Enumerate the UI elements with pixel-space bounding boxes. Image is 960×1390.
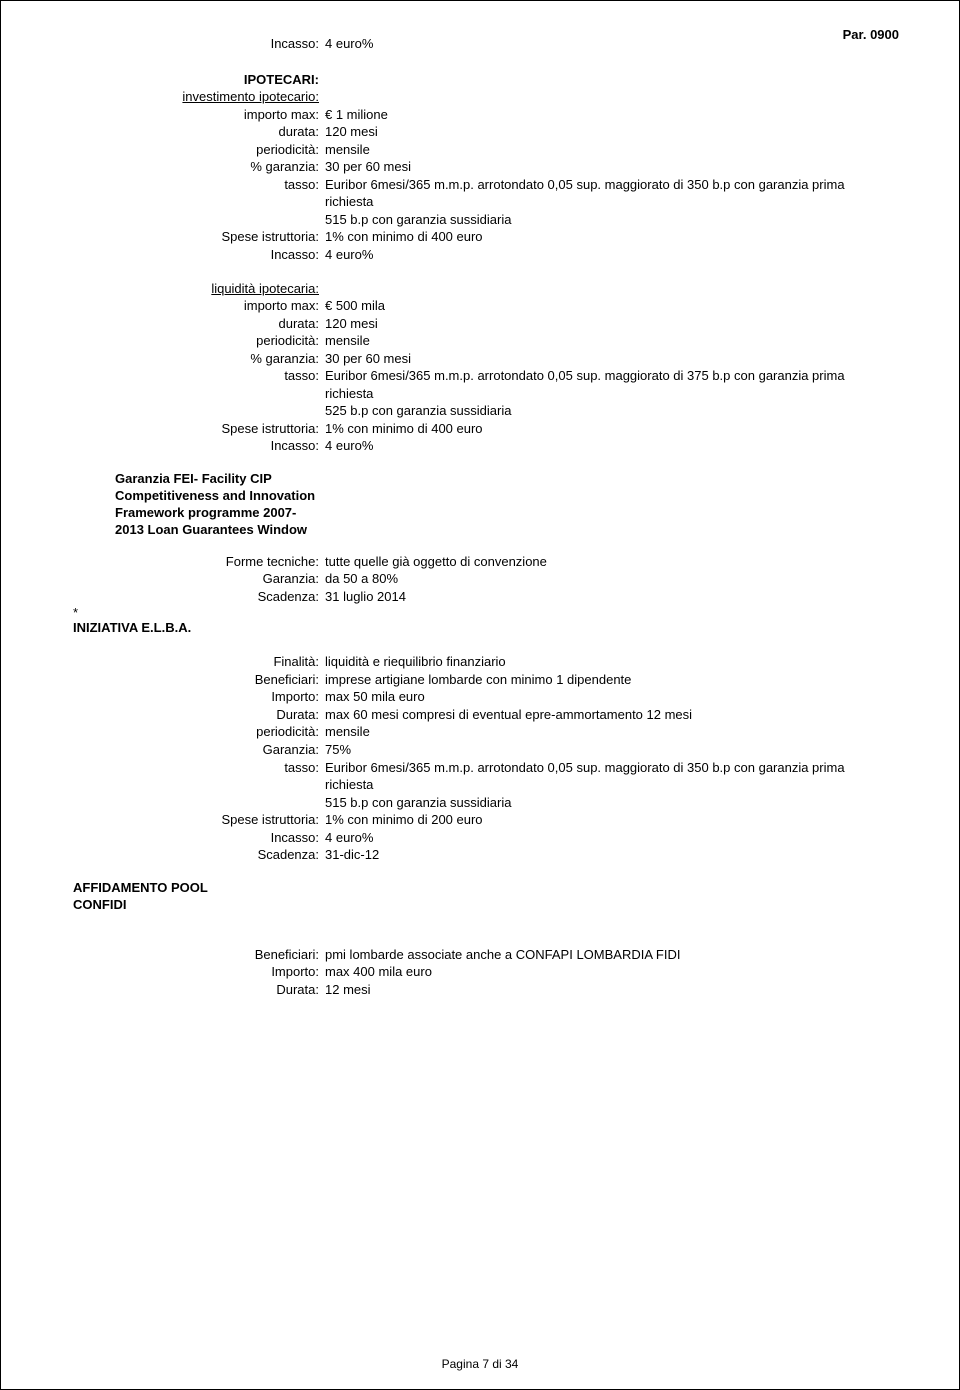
inv-tasso-label: tasso: <box>109 176 325 229</box>
aff-importo-value: max 400 mila euro <box>325 963 889 981</box>
aff-durata-label: Durata: <box>109 981 325 999</box>
fei-garanzia-label: Garanzia: <box>109 570 325 588</box>
liq-spese-label: Spese istruttoria: <box>109 420 325 438</box>
aff-beneficiari-value: pmi lombarde associate anche a CONFAPI L… <box>325 946 889 964</box>
page-content: Incasso: 4 euro% IPOTECARI: investimento… <box>1 1 959 1018</box>
inv-durata-label: durata: <box>109 123 325 141</box>
elba-incasso-value: 4 euro% <box>325 829 889 847</box>
liq-garanzia-value: 30 per 60 mesi <box>325 350 889 368</box>
liq-spese-value: 1% con minimo di 400 euro <box>325 420 889 438</box>
elba-beneficiari-value: imprese artigiane lombarde con minimo 1 … <box>325 671 889 689</box>
elba-garanzia-value: 75% <box>325 741 889 759</box>
elba-scadenza-label: Scadenza: <box>109 846 325 864</box>
inv-importo-label: importo max: <box>109 106 325 124</box>
affidamento-title: AFFIDAMENTO POOL CONFIDI <box>73 880 253 914</box>
incasso-value: 4 euro% <box>325 35 889 53</box>
liq-incasso-label: Incasso: <box>109 437 325 455</box>
elba-tasso-label: tasso: <box>109 759 325 812</box>
elba-spese-label: Spese istruttoria: <box>109 811 325 829</box>
elba-beneficiari-label: Beneficiari: <box>109 671 325 689</box>
liquidita-heading: liquidità ipotecaria: <box>109 280 325 298</box>
inv-durata-value: 120 mesi <box>325 123 889 141</box>
liq-incasso-value: 4 euro% <box>325 437 889 455</box>
page-paragraph-number: Par. 0900 <box>843 27 899 42</box>
investimento-heading: investimento ipotecario: <box>109 88 325 106</box>
elba-tasso-value: Euribor 6mesi/365 m.m.p. arrotondato 0,0… <box>325 759 889 812</box>
liq-garanzia-label: % garanzia: <box>109 350 325 368</box>
garanzia-fei-title: Garanzia FEI- Facility CIP Competitivene… <box>109 471 325 539</box>
iniziativa-title: INIZIATIVA E.L.B.A. <box>73 620 889 635</box>
elba-importo-label: Importo: <box>109 688 325 706</box>
liq-durata-label: durata: <box>109 315 325 333</box>
elba-durata-label: Durata: <box>109 706 325 724</box>
inv-tasso-value: Euribor 6mesi/365 m.m.p. arrotondato 0,0… <box>325 176 889 229</box>
inv-garanzia-value: 30 per 60 mesi <box>325 158 889 176</box>
inv-garanzia-label: % garanzia: <box>109 158 325 176</box>
elba-scadenza-value: 31-dic-12 <box>325 846 889 864</box>
elba-garanzia-label: Garanzia: <box>109 741 325 759</box>
elba-finalita-value: liquidità e riequilibrio finanziario <box>325 653 889 671</box>
inv-incasso-value: 4 euro% <box>325 246 889 264</box>
liq-tasso-label: tasso: <box>109 367 325 420</box>
fei-forme-label: Forme tecniche: <box>109 553 325 571</box>
liq-importo-value: € 500 mila <box>325 297 889 315</box>
inv-spese-label: Spese istruttoria: <box>109 228 325 246</box>
elba-periodicita-value: mensile <box>325 723 889 741</box>
inv-periodicita-value: mensile <box>325 141 889 159</box>
fei-garanzia-value: da 50 a 80% <box>325 570 889 588</box>
page-footer: Pagina 7 di 34 <box>1 1357 959 1371</box>
liq-periodicita-label: periodicità: <box>109 332 325 350</box>
elba-importo-value: max 50 mila euro <box>325 688 889 706</box>
aff-durata-value: 12 mesi <box>325 981 889 999</box>
elba-durata-value: max 60 mesi compresi di eventual epre-am… <box>325 706 889 724</box>
aff-beneficiari-label: Beneficiari: <box>109 946 325 964</box>
fei-forme-value: tutte quelle già oggetto di convenzione <box>325 553 889 571</box>
elba-incasso-label: Incasso: <box>109 829 325 847</box>
liq-tasso-value: Euribor 6mesi/365 m.m.p. arrotondato 0,0… <box>325 367 889 420</box>
inv-importo-value: € 1 milione <box>325 106 889 124</box>
inv-periodicita-label: periodicità: <box>109 141 325 159</box>
aff-importo-label: Importo: <box>109 963 325 981</box>
elba-finalita-label: Finalità: <box>109 653 325 671</box>
incasso-label: Incasso: <box>109 35 325 53</box>
liq-durata-value: 120 mesi <box>325 315 889 333</box>
fei-scadenza-value: 31 luglio 2014 <box>325 588 889 606</box>
fei-scadenza-label: Scadenza: <box>109 588 325 606</box>
liq-periodicita-value: mensile <box>325 332 889 350</box>
inv-spese-value: 1% con minimo di 400 euro <box>325 228 889 246</box>
elba-spese-value: 1% con minimo di 200 euro <box>325 811 889 829</box>
inv-incasso-label: Incasso: <box>109 246 325 264</box>
star-mark: * <box>73 605 889 620</box>
elba-periodicita-label: periodicità: <box>109 723 325 741</box>
liq-importo-label: importo max: <box>109 297 325 315</box>
ipotecari-title: IPOTECARI: <box>109 71 325 89</box>
